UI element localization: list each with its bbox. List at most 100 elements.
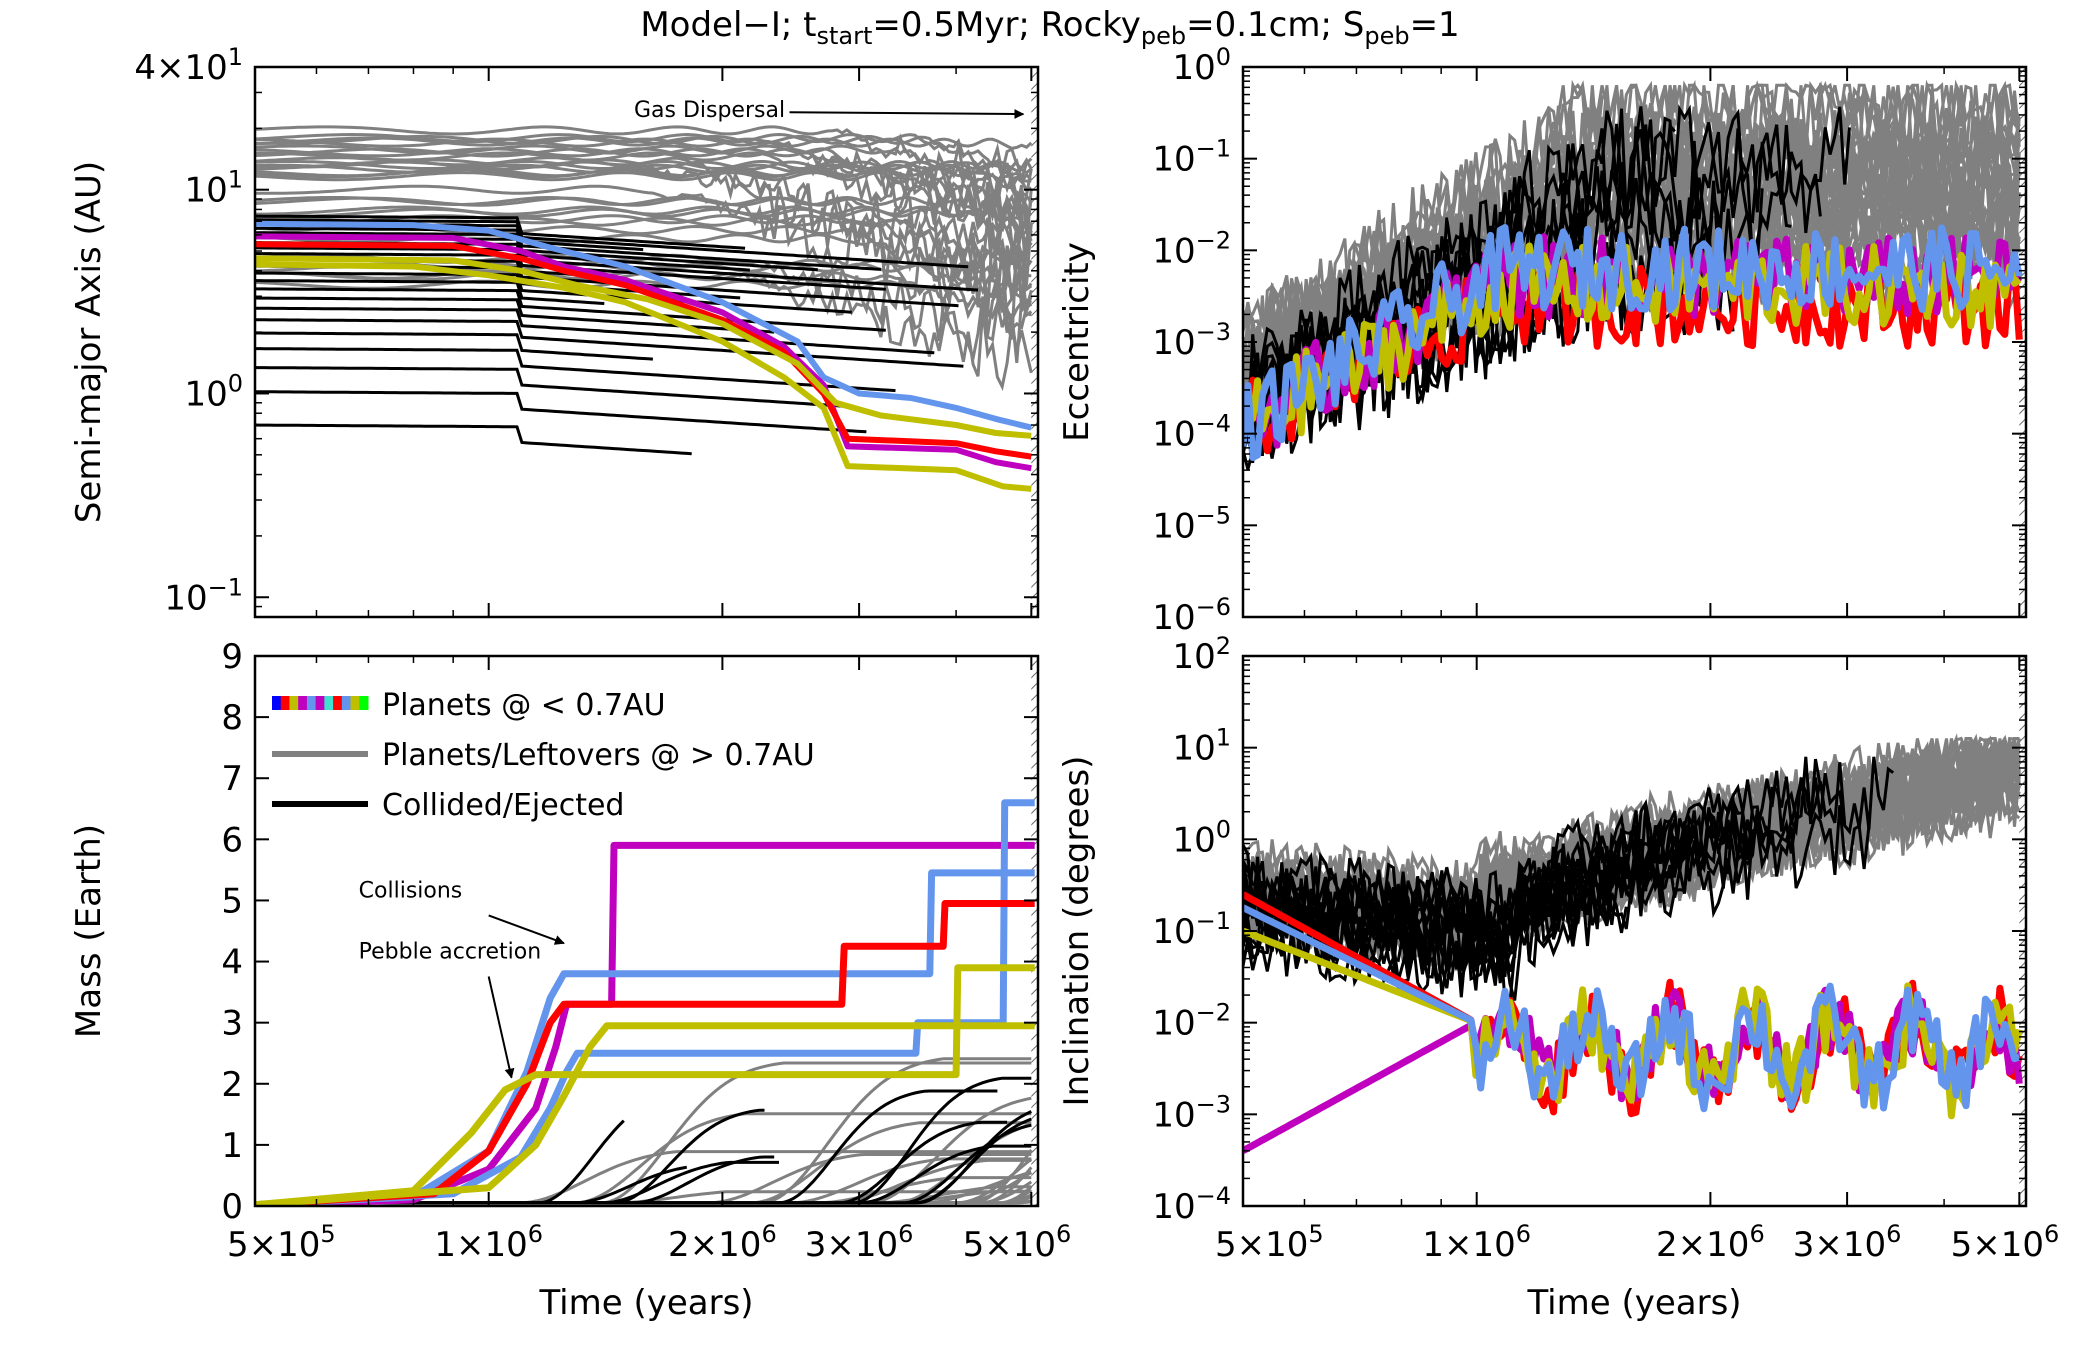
mass-annotation-0: Collisions — [359, 878, 463, 903]
mass-xtick-label-0: 5×105 — [227, 1220, 336, 1265]
mass-ytick-label-6: 6 — [221, 820, 243, 860]
semimajor-ytick-label-1: 101 — [184, 166, 243, 211]
legend-strip-2 — [289, 696, 299, 710]
incl-lines — [1243, 733, 2023, 1154]
mass-panel: 0 1 2 3 4 5 6 7 8 9 5×105 1×106 2×106 3×106 5×106 Mass … — [69, 637, 1071, 1323]
black-body-10 — [255, 271, 852, 314]
incl-xtick-label-4: 5×106 — [1951, 1220, 2060, 1265]
mass-xlabel: Time (years) — [538, 1283, 753, 1323]
ecc-ytick-label-3: 10−3 — [1152, 318, 1231, 363]
mass-legend: Planets @ < 0.7AU Planets/Leftovers @ > 0… — [272, 688, 815, 823]
planet-red-a — [255, 241, 1032, 460]
legend-label-0: Planets @ < 0.7AU — [382, 688, 666, 723]
mass-gas-dispersal-band — [1031, 656, 1038, 1206]
incl-xtick-label-1: 1×106 — [1422, 1220, 1531, 1265]
gray-body-14 — [255, 144, 1033, 201]
mass-ylabel: Mass (Earth) — [69, 824, 109, 1038]
semimajor-axis-panel: 4×101 101 100 10−1 Semi-major Axis (AU) Gas D… — [69, 43, 1040, 619]
semimajor-lines — [255, 125, 1033, 492]
incl-ytick-label-1: 101 — [1172, 724, 1231, 769]
gray-body-26 — [255, 195, 1033, 239]
black-body-17 — [255, 231, 818, 272]
legend-strip-6 — [324, 696, 334, 710]
ecc-ylabel: Eccentricity — [1057, 242, 1097, 442]
incl-xlabel: Time (years) — [1526, 1283, 1741, 1323]
gray-body-16 — [255, 233, 1033, 312]
ecc-lines — [1243, 79, 2023, 470]
legend-strip-8 — [341, 696, 352, 710]
ecc-ytick-label-5: 10−5 — [1152, 501, 1231, 546]
mass-xtick-label-1: 1×106 — [434, 1220, 543, 1265]
black-body-4 — [255, 331, 653, 361]
ecc-gray-25 — [1243, 79, 2021, 375]
gas-dispersal-annotation: Gas Dispersal — [634, 98, 785, 123]
black-body-18 — [255, 226, 881, 271]
ecc-ytick-label-2: 10−2 — [1152, 226, 1231, 271]
legend-strip-5 — [315, 696, 325, 710]
ecc-ytick-label-6: 10−6 — [1152, 593, 1231, 638]
mass-ytick-label-7: 7 — [221, 759, 243, 799]
inclination-panel: 102 101 100 10−1 10−2 10−3 10−45×105 1×106 2×106… — [1057, 632, 2059, 1323]
mass-lines — [255, 799, 1035, 1206]
ecc-black-11 — [1243, 104, 1851, 437]
legend-strip-9 — [350, 696, 360, 710]
black-body-6 — [255, 306, 935, 355]
legend-strip-10 — [359, 696, 369, 710]
legend-strip-7 — [333, 696, 343, 710]
semimajor-ytick-label-3: 10−1 — [164, 573, 243, 618]
mass-ytick-label-1: 1 — [221, 1126, 243, 1166]
incl-gray-25 — [1243, 737, 2020, 927]
mass-ytick-label-0: 0 — [221, 1187, 243, 1227]
planet-magenta-a — [255, 233, 1032, 472]
incl-black-10 — [1243, 756, 1822, 940]
ecc-planet-blue — [1243, 224, 2023, 461]
black-body-2 — [255, 366, 857, 409]
legend-strip-3 — [298, 696, 308, 710]
mass-planet-red — [255, 900, 1035, 1206]
incl-ylabel: Inclination (degrees) — [1057, 756, 1097, 1107]
gray-body-30 — [255, 207, 1033, 242]
mass-xtick-label-2: 2×106 — [668, 1220, 777, 1265]
black-body-13 — [255, 252, 605, 278]
legend-strip-1 — [280, 696, 290, 710]
mass-ytick-label-3: 3 — [221, 1004, 243, 1044]
ecc-ytick-label-1: 10−1 — [1152, 135, 1231, 180]
incl-ytick-label-6: 10−4 — [1152, 1182, 1231, 1227]
black-body-21 — [255, 214, 746, 250]
black-body-9 — [255, 279, 605, 305]
black-body-8 — [255, 287, 886, 332]
semimajor-ylabel: Semi-major Axis (AU) — [69, 161, 109, 523]
mass-planet-blue2 — [255, 799, 1035, 1206]
incl-ytick-label-3: 10−1 — [1152, 907, 1231, 952]
planet-olive-a — [255, 261, 1032, 492]
incl-xtick-label-3: 3×106 — [1793, 1220, 1902, 1265]
mass-annotation-arrow-1 — [487, 976, 515, 1079]
semimajor-frame — [253, 65, 1040, 619]
incl-xtick-label-2: 2×106 — [1656, 1220, 1765, 1265]
gas-dispersal-arrow — [789, 109, 1025, 120]
planet-blue-a — [255, 220, 1033, 431]
incl-planet-blue — [1243, 904, 2021, 1113]
mass-black-3 — [255, 1108, 765, 1205]
planet-olive2-a — [255, 255, 1032, 439]
gray-body-15 — [255, 151, 1033, 263]
figure-title: Model−I; tstart=0.5Myr; Rockypeb=0.1cm; … — [640, 5, 1459, 50]
mass-ytick-label-8: 8 — [221, 698, 243, 738]
legend-strip-4 — [306, 696, 317, 710]
black-body-5 — [255, 318, 964, 368]
incl-black-12 — [1243, 805, 1871, 1005]
mass-ytick-label-4: 4 — [221, 943, 243, 983]
incl-xtick-label-0: 5×105 — [1215, 1220, 1324, 1265]
mass-planet-olive2 — [255, 1022, 1035, 1206]
mass-planet-olive — [255, 964, 1035, 1206]
mass-planet-blue — [255, 869, 1035, 1206]
eccentricity-panel: 100 10−1 10−2 10−3 10−4 10−5 10−6 Eccentricity — [1057, 43, 2028, 638]
gray-body-12 — [255, 160, 1032, 193]
black-body-0 — [255, 423, 692, 456]
black-body-1 — [255, 390, 867, 434]
gray-body-13 — [255, 132, 1033, 173]
mass-ytick-label-2: 2 — [221, 1065, 243, 1105]
mass-annotation-arrow-0 — [488, 914, 565, 945]
semimajor-ytick-label-0: 4×101 — [134, 43, 243, 88]
